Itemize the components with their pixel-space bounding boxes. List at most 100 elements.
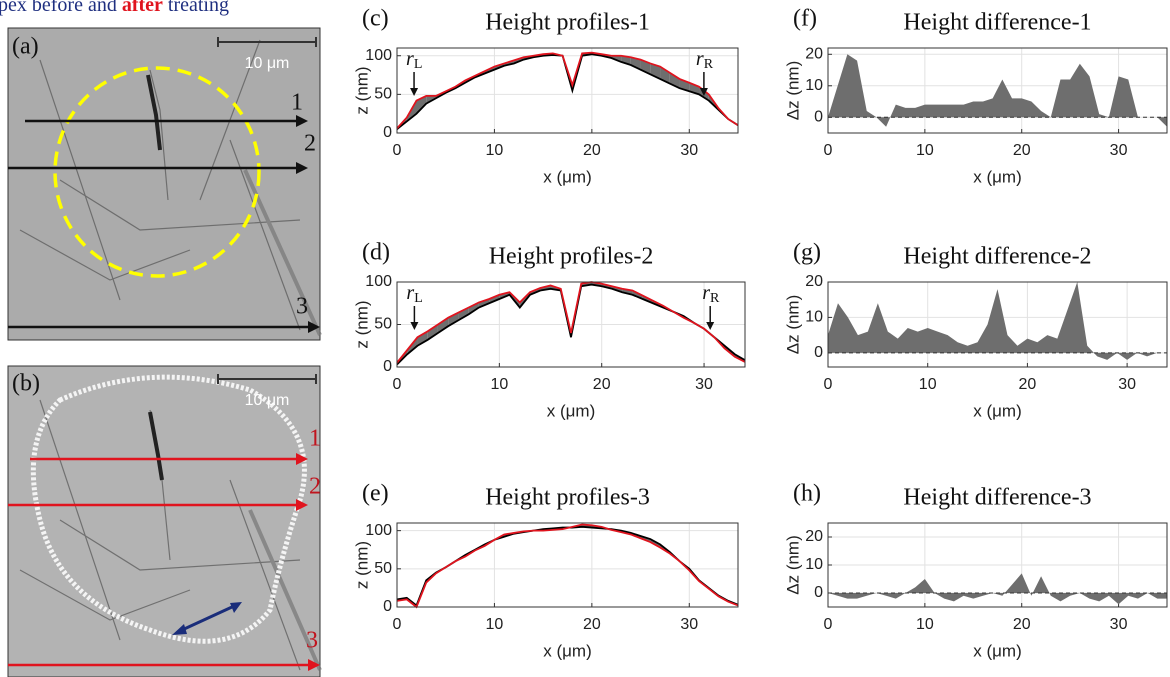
x-tick-label: 20 [583, 616, 601, 633]
x-tick-label: 10 [916, 616, 934, 633]
y-tick-label: 20 [805, 528, 823, 545]
annotation: rR [696, 48, 714, 73]
y-tick-label: 50 [374, 86, 392, 103]
panel-label: (c) [362, 6, 389, 32]
difference-fill [448, 312, 459, 327]
x-tick-label: 30 [1110, 142, 1128, 159]
x-tick-label: 10 [916, 142, 934, 159]
chart-title: Height profiles-3 [485, 485, 650, 511]
arrow-head [308, 659, 320, 671]
x-axis-label: x (μm) [973, 167, 1022, 186]
chart: 0 50 100 0 10 20 30 Height profiles-1 (c) x (μm) z… [352, 6, 739, 186]
panel-label: (d) [362, 240, 390, 266]
annotation-symbol: r [406, 48, 414, 70]
y-tick-label: 0 [814, 584, 823, 601]
y-tick-label: 10 [805, 556, 823, 573]
x-axis-label: x (μm) [973, 641, 1022, 660]
micrograph-b [7, 365, 322, 677]
arrow-head [296, 162, 308, 174]
image-frame [7, 365, 321, 677]
line-label: 1 [291, 90, 303, 116]
x-tick-label: 0 [393, 376, 402, 393]
x-tick-label: 20 [583, 142, 601, 159]
treated-outline [30, 374, 307, 644]
y-tick-label: 50 [374, 560, 392, 577]
annotation-symbol: r [702, 282, 710, 304]
plot-frame [396, 522, 739, 608]
plot-frame [827, 522, 1168, 608]
difference-fill [630, 57, 641, 70]
line-label: 3 [306, 628, 318, 654]
arrow-head [172, 602, 242, 635]
difference-fill [478, 299, 490, 308]
chart: 0 10 20 0 10 20 30 Height difference-3 (h) x (μm)… [783, 481, 1168, 660]
x-tick-label: 30 [695, 376, 713, 393]
plot-frame [827, 281, 1168, 368]
profile-line [396, 523, 739, 609]
x-tick-label: 10 [486, 616, 504, 633]
scale-bar [217, 374, 317, 384]
arrow-head [410, 322, 419, 330]
y-tick-label: 0 [383, 124, 392, 141]
x-tick-label: 20 [1019, 376, 1037, 393]
y-tick-label: 0 [383, 358, 392, 375]
x-tick-label: 0 [824, 142, 833, 159]
chart-title: Height difference-2 [903, 244, 1091, 270]
difference-fill [417, 331, 428, 346]
line-label: 2 [304, 131, 316, 157]
y-tick-label: 10 [805, 309, 823, 326]
chart-title: Height difference-3 [903, 485, 1091, 511]
x-tick-label: 10 [919, 376, 937, 393]
scale-label: 10 μm [245, 55, 290, 72]
plot-area [397, 48, 738, 133]
circle-outline [53, 66, 261, 278]
y-axis-label: Δz (nm) [783, 295, 802, 355]
x-axis-label: x (μm) [543, 641, 592, 660]
annotation: rL [406, 48, 422, 73]
arrow-head [296, 115, 308, 127]
arrow-head [308, 321, 320, 333]
annotation-symbol: r [406, 282, 414, 304]
panel-label: (g) [793, 240, 821, 266]
profile-line [396, 283, 746, 366]
y-tick-label: 0 [814, 108, 823, 125]
arrow-head [296, 499, 308, 511]
caption-text: treating [163, 0, 229, 16]
chart: 0 10 20 0 10 20 30 Height difference-2 (g) x (μm)… [783, 240, 1168, 420]
panel-label: (h) [793, 481, 821, 507]
line-label: 2 [309, 474, 321, 500]
chart-title: Height profiles-2 [489, 244, 654, 270]
profile-line [396, 281, 746, 364]
profile-line [396, 51, 739, 129]
annotation-subscript: L [414, 291, 423, 306]
plot-area [397, 523, 738, 607]
arrow-head [699, 88, 708, 96]
panel-label: (b) [12, 371, 40, 397]
y-tick-label: 0 [814, 344, 823, 361]
y-axis-label: z (nm) [352, 300, 371, 348]
x-axis-label: x (μm) [543, 167, 592, 186]
x-tick-label: 30 [1118, 376, 1136, 393]
arrow-head [296, 453, 308, 465]
x-tick-label: 30 [680, 616, 698, 633]
scale-bar [217, 37, 317, 47]
caption-text: pex before and [0, 0, 122, 16]
x-tick-label: 10 [486, 142, 504, 159]
y-tick-label: 0 [383, 598, 392, 615]
x-tick-label: 0 [393, 142, 402, 159]
difference-fill [468, 302, 479, 315]
difference-fill [427, 324, 438, 340]
chart-title: Height profiles-1 [485, 10, 650, 36]
width-arrow [181, 605, 233, 632]
x-tick-label: 30 [1110, 616, 1128, 633]
caption: pex before and after treating [0, 0, 229, 16]
x-tick-label: 0 [393, 616, 402, 633]
chart: 0 50 100 0 10 20 30 Height profiles-2 (d) x (μm) z… [352, 240, 746, 420]
annotation-symbol: r [696, 48, 704, 70]
chart: 0 10 20 0 10 20 30 Height difference-1 (f) x (μm)… [783, 6, 1168, 186]
y-axis-label: z (nm) [352, 541, 371, 589]
difference-fill [458, 307, 469, 321]
plot-frame [396, 47, 739, 134]
scale-label: 10 μm [245, 392, 290, 409]
